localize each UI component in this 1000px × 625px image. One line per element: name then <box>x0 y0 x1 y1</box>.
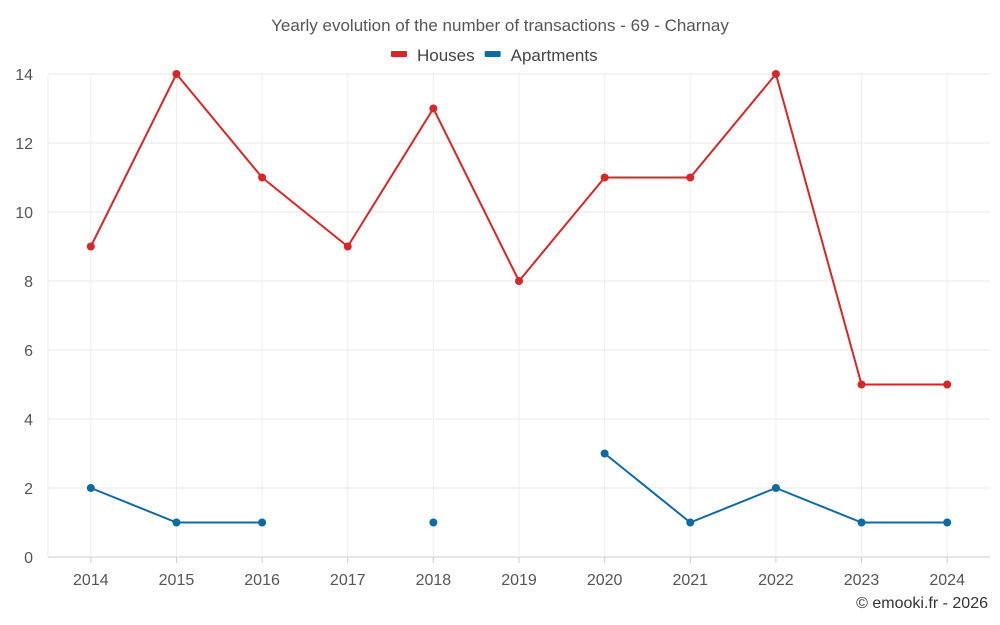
grid <box>47 73 990 563</box>
y-tick-label: 2 <box>24 481 33 498</box>
houses-legend-swatch <box>391 51 407 57</box>
apartments-data-point <box>771 484 780 492</box>
apartments-legend-swatch <box>484 51 501 57</box>
houses-data-point <box>771 70 780 78</box>
apartments-data-point <box>686 518 695 527</box>
y-tick-label: 10 <box>15 205 33 222</box>
x-tick-label: 2019 <box>501 572 537 589</box>
x-tick-label: 2020 <box>587 572 623 589</box>
x-tick-label: 2023 <box>844 572 880 589</box>
houses-data-point <box>857 380 866 389</box>
houses-data-point <box>686 173 695 182</box>
houses-data-point <box>600 173 609 182</box>
apartments-data-point <box>600 449 609 458</box>
apartments-data-point <box>258 518 267 527</box>
chart-title: Yearly evolution of the number of transa… <box>271 16 729 35</box>
x-tick-label: 2022 <box>758 572 794 589</box>
x-tick-label: 2017 <box>330 572 366 589</box>
x-tick-label: 2024 <box>929 572 965 589</box>
houses-data-point <box>86 242 95 251</box>
x-tick-label: 2018 <box>416 572 452 589</box>
apartments-data-point <box>172 518 181 527</box>
houses-data-point <box>172 70 181 78</box>
x-tick-label: 2015 <box>159 572 195 589</box>
houses-data-point <box>943 380 952 389</box>
houses-data-point <box>515 277 523 285</box>
y-tick-label: 6 <box>24 343 33 360</box>
x-tick-label: 2021 <box>672 572 708 589</box>
x-tick-label: 2016 <box>244 572 280 589</box>
apartments-data-point <box>943 518 952 527</box>
legend: Houses Apartments <box>391 46 598 65</box>
series-group <box>86 70 952 527</box>
credit-text: © emooki.fr - 2026 <box>856 595 988 612</box>
apartments-data-point <box>857 518 866 527</box>
y-tick-label: 8 <box>24 274 33 291</box>
x-axis: 2014 2015 2016 2017 2018 2019 2020 2021 2022 2023… <box>73 572 965 589</box>
y-axis: 0 2 4 6 8 10 12 14 <box>15 67 33 567</box>
y-tick-label: 14 <box>15 67 33 84</box>
houses-data-point <box>429 104 438 113</box>
apartments-data-point <box>86 484 95 492</box>
x-tick-label: 2014 <box>73 572 109 589</box>
houses-legend-label: Houses <box>417 46 475 65</box>
y-tick-label: 4 <box>24 412 33 429</box>
apartments-data-point <box>429 518 438 527</box>
houses-data-point <box>343 242 352 251</box>
y-tick-label: 0 <box>24 550 33 567</box>
houses-data-point <box>258 173 267 182</box>
apartments-legend-label: Apartments <box>511 46 598 65</box>
y-tick-label: 12 <box>15 136 33 153</box>
